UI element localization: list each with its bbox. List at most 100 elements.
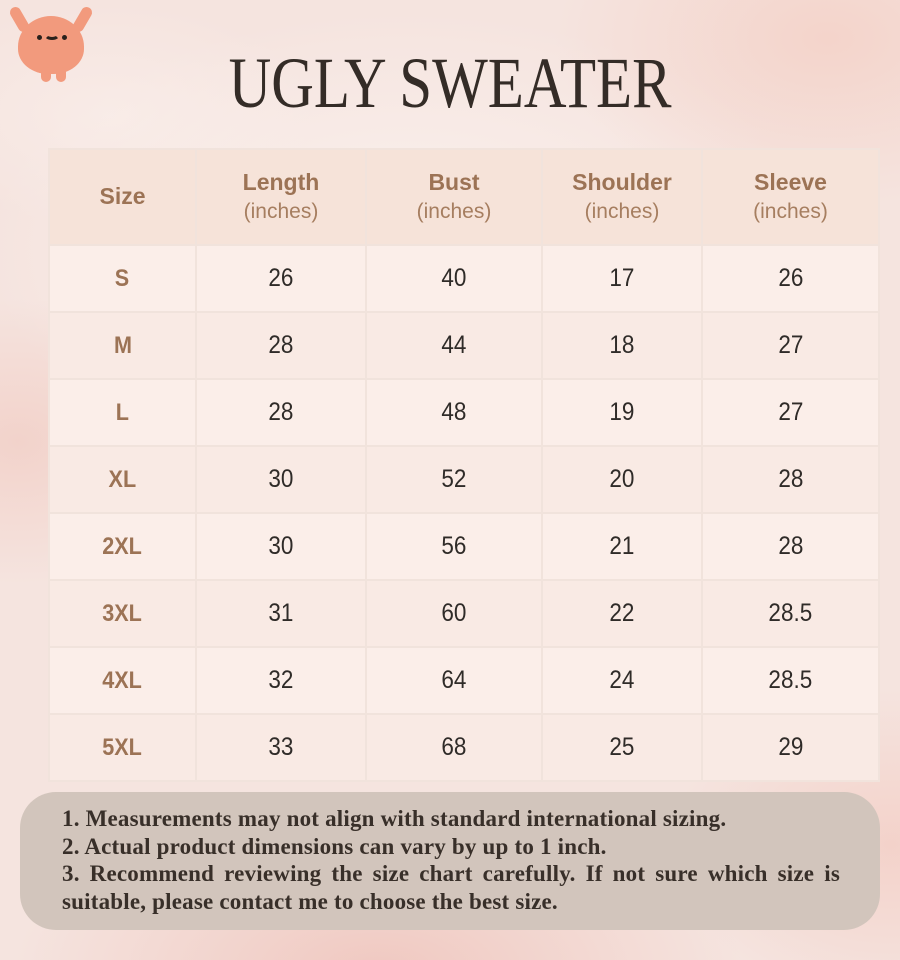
measurement-cell: 40 bbox=[365, 244, 543, 313]
measurement-value: 30 bbox=[268, 532, 294, 560]
measurement-cell: 32 bbox=[195, 646, 367, 715]
measurement-cell: 17 bbox=[541, 244, 703, 313]
column-header-bust: Bust (inches) bbox=[365, 148, 543, 246]
mascot-eye-right-icon bbox=[62, 35, 67, 40]
column-header-unit: (inches) bbox=[416, 200, 492, 224]
mascot-blob-icon bbox=[7, 5, 95, 82]
size-chart-body: S 26 40 17 26 M 28 44 18 27 L 28 48 19 27 XL 30 52 20 28 2XL… bbox=[48, 244, 880, 782]
measurement-cell: 56 bbox=[365, 512, 543, 581]
column-header-length: Length (inches) bbox=[195, 148, 367, 246]
size-label: 3XL bbox=[102, 599, 143, 627]
measurement-value: 24 bbox=[609, 666, 635, 694]
table-row-5xl: 5XL 33 68 25 29 bbox=[48, 713, 880, 782]
mascot-leg-left-icon bbox=[41, 67, 51, 82]
measurement-value: 30 bbox=[268, 465, 294, 493]
size-label: 5XL bbox=[102, 733, 143, 761]
measurement-cell: 48 bbox=[365, 378, 543, 447]
measurement-cell: 24 bbox=[541, 646, 703, 715]
column-header-label: Bust bbox=[428, 168, 480, 195]
measurement-cell: 26 bbox=[195, 244, 367, 313]
measurement-value: 64 bbox=[441, 666, 467, 694]
measurement-cell: 22 bbox=[541, 579, 703, 648]
measurement-value: 19 bbox=[609, 398, 635, 426]
measurement-value: 28 bbox=[268, 331, 294, 359]
table-row-s: S 26 40 17 26 bbox=[48, 244, 880, 313]
measurement-value: 28 bbox=[777, 532, 804, 560]
measurement-cell: 26 bbox=[701, 244, 880, 313]
measurement-cell: 28.5 bbox=[701, 579, 880, 648]
size-label: S bbox=[115, 264, 130, 292]
measurement-cell: 28 bbox=[701, 512, 880, 581]
size-label-cell: 2XL bbox=[48, 512, 197, 581]
size-label-cell: 4XL bbox=[48, 646, 197, 715]
measurement-cell: 19 bbox=[541, 378, 703, 447]
measurement-value: 17 bbox=[609, 264, 635, 292]
measurement-value: 68 bbox=[441, 733, 467, 761]
measurement-value: 32 bbox=[268, 666, 294, 694]
measurement-value: 60 bbox=[441, 599, 467, 627]
size-label-cell: XL bbox=[48, 445, 197, 514]
mascot-smile-icon bbox=[44, 29, 60, 40]
measurement-value: 28 bbox=[268, 398, 294, 426]
measurement-cell: 31 bbox=[195, 579, 367, 648]
measurement-value: 52 bbox=[441, 465, 467, 493]
table-row-m: M 28 44 18 27 bbox=[48, 311, 880, 380]
size-label-cell: S bbox=[48, 244, 197, 313]
size-label-cell: 3XL bbox=[48, 579, 197, 648]
measurement-cell: 44 bbox=[365, 311, 543, 380]
table-row-4xl: 4XL 32 64 24 28.5 bbox=[48, 646, 880, 715]
column-header-label: Shoulder bbox=[572, 168, 672, 195]
column-header-unit: (inches) bbox=[243, 200, 319, 224]
size-label: 2XL bbox=[102, 532, 143, 560]
column-header-size: Size bbox=[48, 148, 197, 246]
note-item: 3. Recommend reviewing the size chart ca… bbox=[62, 861, 840, 914]
measurement-cell: 18 bbox=[541, 311, 703, 380]
measurement-value: 33 bbox=[268, 733, 294, 761]
size-label-cell: M bbox=[48, 311, 197, 380]
measurement-cell: 60 bbox=[365, 579, 543, 648]
measurement-value: 20 bbox=[609, 465, 635, 493]
measurement-cell: 21 bbox=[541, 512, 703, 581]
measurement-cell: 52 bbox=[365, 445, 543, 514]
column-header-label: Length bbox=[242, 168, 320, 195]
size-label: L bbox=[115, 398, 130, 426]
mascot-eye-left-icon bbox=[37, 35, 42, 40]
column-header-unit: (inches) bbox=[753, 200, 828, 224]
measurement-cell: 28 bbox=[195, 378, 367, 447]
table-row-l: L 28 48 19 27 bbox=[48, 378, 880, 447]
measurement-value: 44 bbox=[441, 331, 467, 359]
measurement-cell: 64 bbox=[365, 646, 543, 715]
measurement-value: 48 bbox=[441, 398, 467, 426]
measurement-value: 27 bbox=[777, 331, 804, 359]
size-chart-table: Size Length (inches) Bust (inches) Shoulder (i… bbox=[48, 148, 880, 782]
measurement-value: 25 bbox=[609, 733, 635, 761]
size-label-cell: 5XL bbox=[48, 713, 197, 782]
size-label: M bbox=[113, 331, 132, 359]
column-header-unit: (inches) bbox=[584, 200, 660, 224]
page-title-text: UGLY SWEATER bbox=[228, 43, 672, 123]
note-item: 1. Measurements may not align with stand… bbox=[62, 806, 727, 831]
size-label-cell: L bbox=[48, 378, 197, 447]
measurement-cell: 33 bbox=[195, 713, 367, 782]
table-row-3xl: 3XL 31 60 22 28.5 bbox=[48, 579, 880, 648]
measurement-cell: 29 bbox=[701, 713, 880, 782]
size-label: XL bbox=[108, 465, 137, 493]
notes-panel: 1. Measurements may not align with stand… bbox=[20, 792, 880, 930]
measurement-cell: 28.5 bbox=[701, 646, 880, 715]
measurement-value: 27 bbox=[777, 398, 804, 426]
measurement-value: 28 bbox=[777, 465, 804, 493]
measurement-cell: 28 bbox=[195, 311, 367, 380]
table-row-xl: XL 30 52 20 28 bbox=[48, 445, 880, 514]
measurement-value: 22 bbox=[609, 599, 635, 627]
mascot-body-icon bbox=[18, 16, 84, 74]
measurement-value: 28.5 bbox=[768, 666, 813, 694]
measurement-value: 26 bbox=[268, 264, 294, 292]
mascot-leg-right-icon bbox=[56, 67, 66, 82]
column-header-label: Size bbox=[99, 183, 146, 210]
size-label: 4XL bbox=[102, 666, 143, 694]
measurement-cell: 68 bbox=[365, 713, 543, 782]
measurement-cell: 27 bbox=[701, 378, 880, 447]
measurement-value: 31 bbox=[268, 599, 294, 627]
measurement-value: 40 bbox=[441, 264, 467, 292]
size-chart-header-row: Size Length (inches) Bust (inches) Shoulder (i… bbox=[48, 148, 880, 246]
